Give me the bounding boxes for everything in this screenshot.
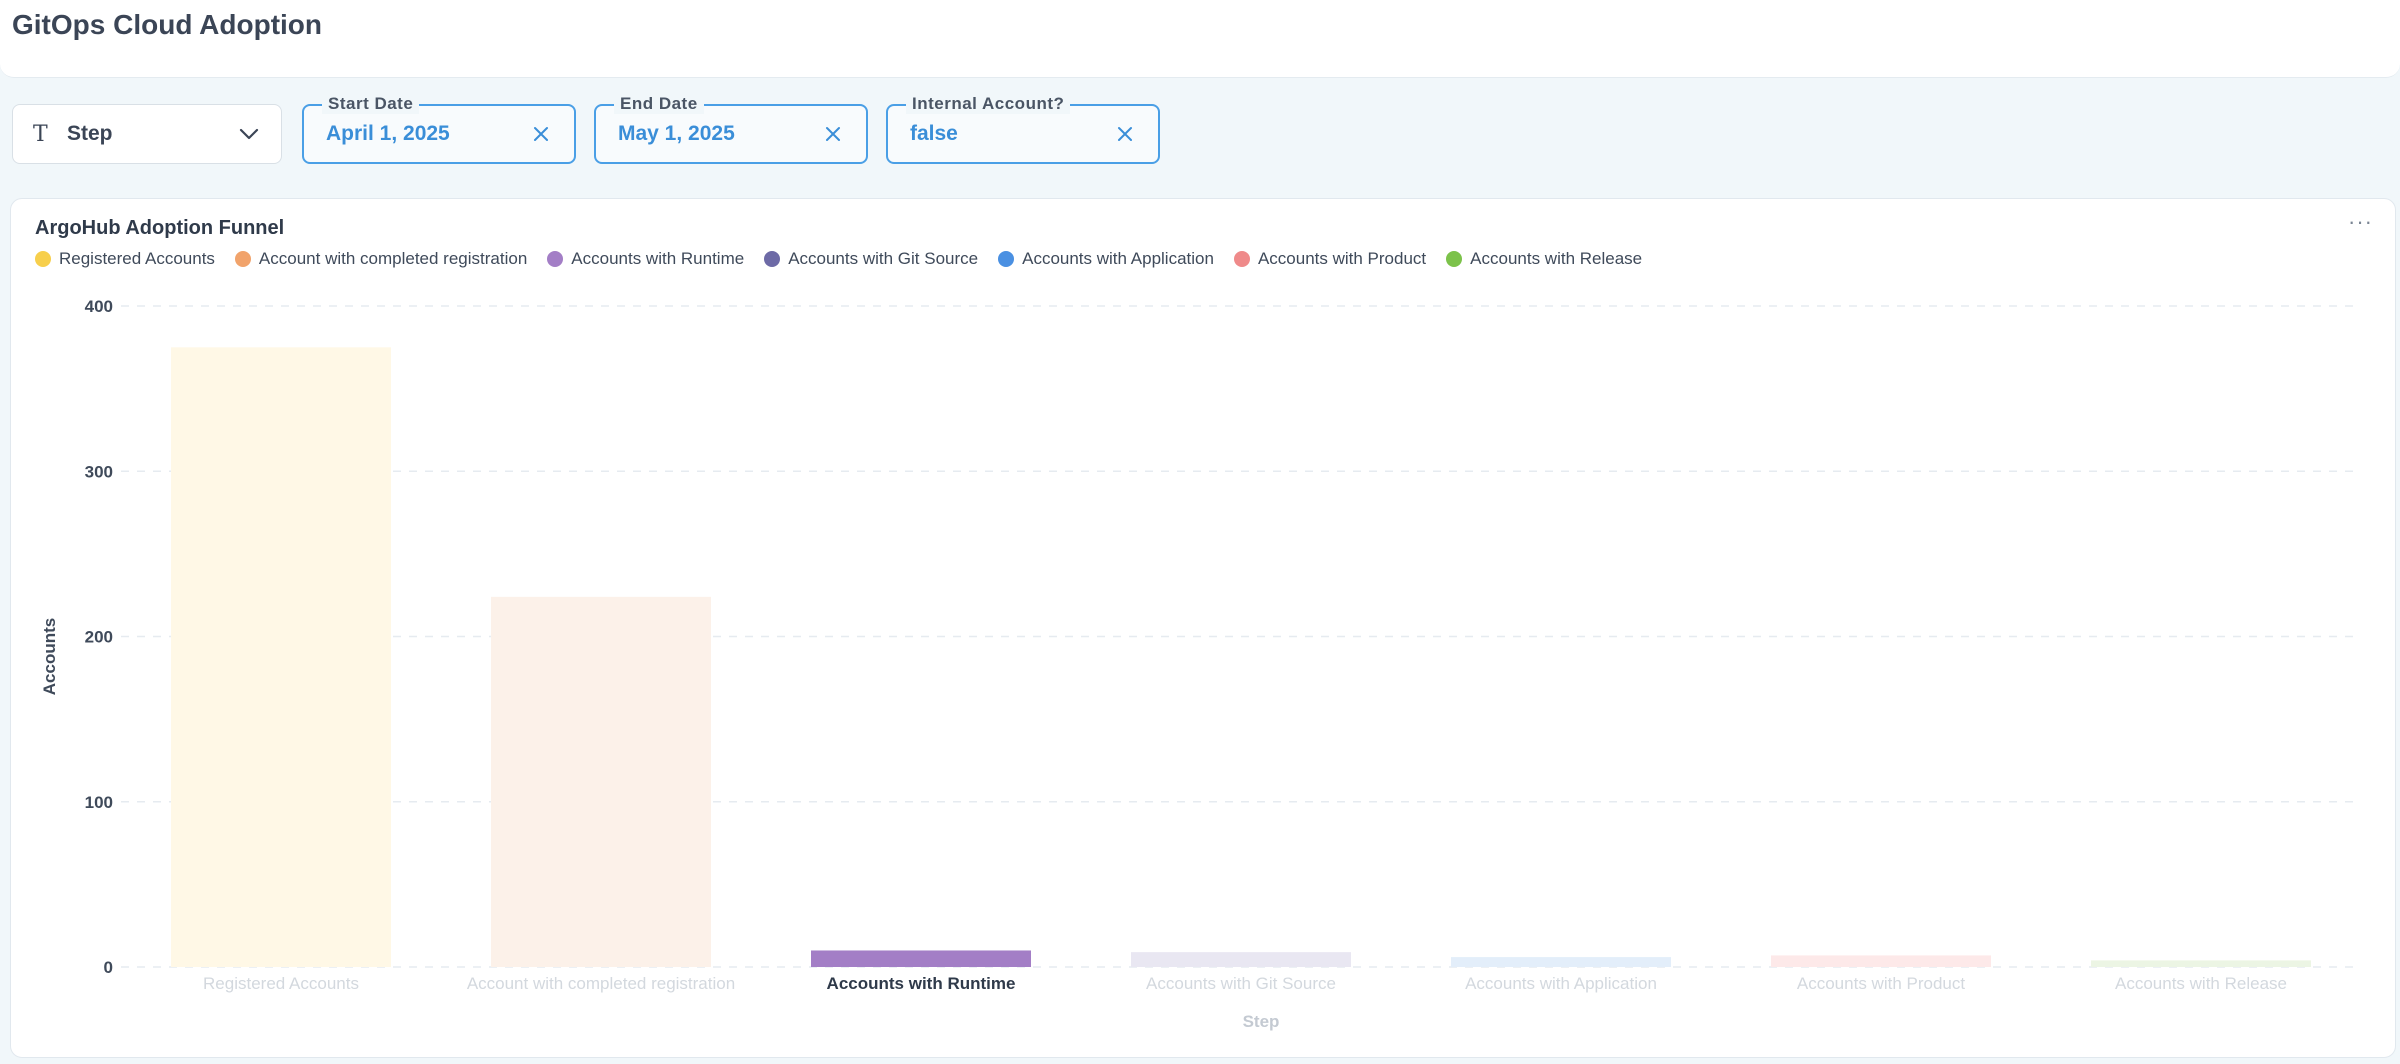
x-tick-label: Account with completed registration [467, 974, 735, 993]
internal-account-value: false [910, 122, 958, 145]
legend-item[interactable]: Account with completed registration [234, 249, 528, 269]
legend-swatch [547, 251, 564, 267]
filter-bar: T Step Start Date April 1, 2025 End Date… [0, 94, 1200, 166]
legend-label: Accounts with Runtime [571, 249, 745, 268]
group-by-label: Step [67, 122, 113, 145]
legend-item[interactable]: Registered Accounts [35, 249, 215, 269]
more-options-icon[interactable]: ··· [2348, 209, 2373, 234]
legend-item[interactable]: Accounts with Application [998, 249, 1214, 269]
legend-item[interactable]: Accounts with Release [1446, 249, 1642, 269]
chart-title: ArgoHub Adoption Funnel [35, 217, 285, 239]
text-type-icon: T [33, 121, 48, 147]
x-axis-label: Step [1243, 1012, 1280, 1031]
x-tick-label: Accounts with Runtime [827, 974, 1016, 993]
y-tick-label: 300 [85, 462, 113, 481]
legend-label: Accounts with Product [1257, 249, 1427, 268]
legend-item[interactable]: Accounts with Product [1233, 249, 1427, 269]
bar [1131, 952, 1351, 967]
chart-legend: Registered Accounts Account with complete… [35, 249, 1662, 269]
legend-label: Registered Accounts [59, 249, 215, 268]
internal-account-filter[interactable]: Internal Account? false [886, 94, 1160, 164]
start-date-value: April 1, 2025 [326, 122, 450, 145]
bar [1771, 955, 1991, 967]
bar [811, 950, 1031, 967]
y-tick-label: 200 [85, 628, 113, 647]
legend-label: Accounts with Release [1470, 249, 1643, 268]
bar [1451, 957, 1671, 967]
legend-swatch [1446, 251, 1463, 267]
legend-item[interactable]: Accounts with Runtime [547, 249, 744, 269]
end-date-filter[interactable]: End Date May 1, 2025 [594, 94, 868, 164]
start-date-label: Start Date [322, 94, 420, 114]
clear-end-date-icon[interactable] [822, 123, 844, 145]
legend-label: Accounts with Application [1022, 249, 1214, 268]
chart-card: ArgoHub Adoption Funnel ··· Registered A… [10, 198, 2396, 1058]
bar [171, 347, 391, 967]
legend-swatch [35, 251, 51, 267]
clear-start-date-icon[interactable] [530, 123, 552, 145]
x-tick-label: Registered Accounts [203, 974, 359, 993]
x-tick-label: Accounts with Git Source [1146, 974, 1336, 993]
group-by-select[interactable]: T Step [12, 104, 282, 164]
x-tick-label: Accounts with Application [1465, 974, 1657, 993]
y-axis-label: Accounts [40, 618, 59, 695]
bar [491, 596, 711, 967]
page-header: GitOps Cloud Adoption [0, 0, 2400, 78]
bar [2091, 960, 2311, 967]
legend-item[interactable]: Accounts with Git Source [764, 249, 978, 269]
legend-swatch [234, 251, 251, 267]
x-tick-label: Accounts with Product [1797, 974, 1965, 993]
clear-internal-account-icon[interactable] [1114, 123, 1136, 145]
internal-account-label: Internal Account? [906, 94, 1071, 114]
bar-chart: 0 100 200 300 400 Registered Accounts Account … [40, 297, 2361, 1031]
y-tick-label: 400 [85, 297, 113, 316]
legend-swatch [998, 251, 1015, 267]
chevron-down-icon [237, 122, 261, 146]
page-title: GitOps Cloud Adoption [12, 9, 323, 40]
end-date-label: End Date [614, 94, 704, 114]
y-tick-label: 0 [104, 958, 113, 977]
y-tick-label: 100 [85, 793, 113, 812]
legend-swatch [764, 251, 781, 267]
legend-swatch [1233, 251, 1250, 267]
end-date-value: May 1, 2025 [618, 122, 735, 145]
legend-label: Accounts with Git Source [788, 249, 979, 268]
start-date-filter[interactable]: Start Date April 1, 2025 [302, 94, 576, 164]
x-tick-label: Accounts with Release [2115, 974, 2287, 993]
legend-label: Account with completed registration [258, 249, 528, 268]
